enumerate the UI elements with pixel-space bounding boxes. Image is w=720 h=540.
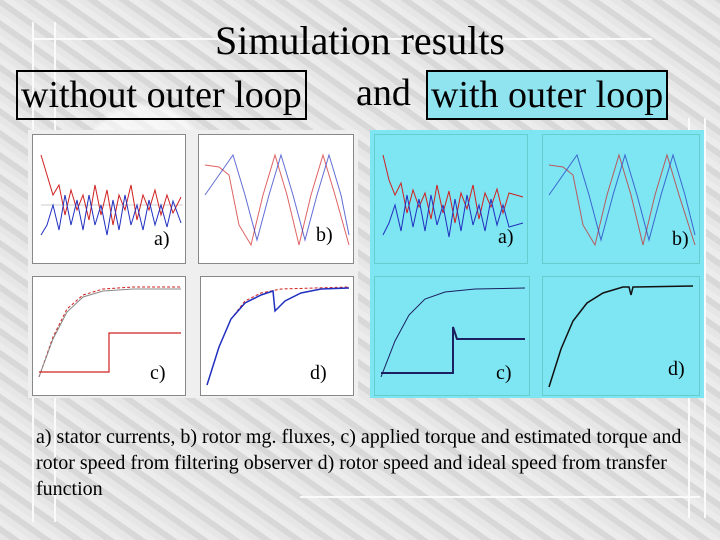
plot-rotor-speed-right [542,276,700,396]
plot-label-a-left: a) [154,228,170,250]
plot-stator-currents-left [32,134,186,264]
figure-caption: a) stator currents, b) rotor mg. fluxes,… [36,426,682,500]
plot-torque-speed-right [374,276,530,396]
subtitle-without-outer-loop: without outer loop [16,70,307,120]
plot-rotor-fluxes-right [542,134,700,264]
plot-label-a-right: a) [498,226,514,248]
plot-rotor-speed-left [200,276,354,396]
plot-label-c-left: c) [150,362,166,384]
subtitle-and: and [356,72,411,114]
plot-stator-currents-right [374,134,528,264]
plot-torque-speed-left [32,276,186,396]
plot-rotor-fluxes-left [198,134,354,264]
plot-label-d-right: d) [668,358,685,380]
slide-title: Simulation results [215,18,505,63]
results-panel-without-outer-loop: a) b) c) d) [28,130,358,398]
plot-label-c-right: c) [496,362,512,384]
plot-label-b-right: b) [672,228,689,250]
decorative-frame-bottom [300,496,700,498]
plot-label-b-left: b) [316,224,333,246]
results-panel-with-outer-loop: a) b) c) d) [370,130,704,398]
plot-label-d-left: d) [310,362,327,384]
decorative-frame-horizontal [32,38,652,40]
subtitle-with-outer-loop: with outer loop [426,70,669,120]
